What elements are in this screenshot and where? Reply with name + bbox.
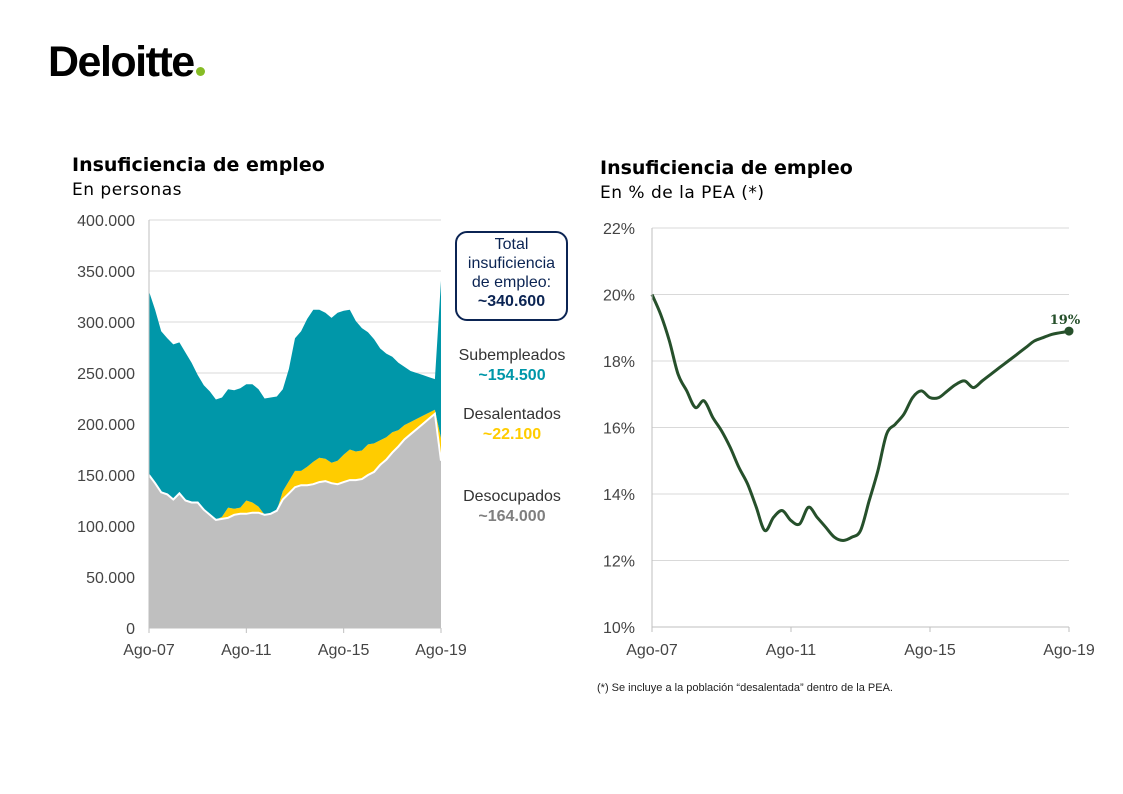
desalentados-annotation: Desalentados ~22.100 <box>442 405 582 445</box>
left-chart-areas <box>148 280 442 628</box>
left-chart-subtitle: En personas <box>72 180 182 200</box>
right-chart-title: Insuficiencia de empleo <box>600 157 853 179</box>
right-x-tick-label: Ago-11 <box>766 642 817 659</box>
desocupados-top-line <box>148 411 442 521</box>
left-y-tick-label: 400.000 <box>77 213 135 230</box>
desocupados-area <box>149 413 441 628</box>
left-y-tick-label: 50.000 <box>86 570 135 587</box>
right-y-tick-label: 16% <box>603 421 635 438</box>
right-chart-line: 19% <box>650 293 1081 542</box>
deloitte-logo: Deloitte <box>48 38 205 87</box>
right-x-tick-label: Ago-07 <box>626 642 678 659</box>
right-y-tick-label: 22% <box>603 221 635 238</box>
left-y-tick-label: 100.000 <box>77 519 135 536</box>
logo-text: Deloitte <box>48 38 195 86</box>
desocupados-annotation: Desocupados ~164.000 <box>442 487 582 527</box>
left-x-tick-label: Ago-11 <box>221 642 272 659</box>
left-x-tick-label: Ago-15 <box>318 642 370 659</box>
right-chart-axes: 10% 12% 14% 16% 18% 20% 22% Ago-07 Ago-11 Ago-15 A… <box>603 221 1095 659</box>
left-x-tick-label: Ago-19 <box>415 642 467 659</box>
pea-end-point <box>1064 326 1074 336</box>
left-y-tick-label: 150.000 <box>77 468 135 485</box>
right-x-tick-label: Ago-15 <box>904 642 956 659</box>
total-annotation-label: Total insuficiencia de empleo: <box>467 236 556 291</box>
right-y-tick-label: 20% <box>603 288 635 305</box>
left-y-tick-label: 250.000 <box>77 366 135 383</box>
subempleados-area <box>149 280 441 520</box>
desalentados-value: ~22.100 <box>482 426 542 443</box>
right-chart-subtitle: En % de la PEA (*) <box>600 183 765 203</box>
desocupados-label: Desocupados <box>463 488 561 505</box>
left-x-tick-label: Ago-07 <box>123 642 175 659</box>
total-annotation-value: ~340.600 <box>477 293 546 310</box>
right-y-tick-label: 10% <box>603 620 635 637</box>
left-y-tick-label: 350.000 <box>77 264 135 281</box>
subempleados-value: ~154.500 <box>478 367 546 384</box>
total-annotation-box: Total insuficiencia de empleo: ~340.600 <box>455 231 568 321</box>
logo-dot-icon <box>195 67 205 76</box>
left-y-tick-label: 200.000 <box>77 417 135 434</box>
right-y-tick-label: 12% <box>603 554 635 571</box>
subempleados-annotation: Subempleados ~154.500 <box>442 346 582 386</box>
left-y-tick-label: 0 <box>126 621 135 638</box>
right-y-tick-label: 18% <box>603 354 635 371</box>
pea-end-label: 19% <box>1050 313 1081 328</box>
left-chart-axes: 0 50.000 100.000 150.000 200.000 250.000 300.0… <box>77 213 467 659</box>
pea-line <box>650 293 1070 542</box>
right-chart-grid <box>652 227 1069 561</box>
desalentados-label: Desalentados <box>463 406 561 423</box>
footnote: (*) Se incluye a la población “desalenta… <box>597 682 893 694</box>
subempleados-label: Subempleados <box>458 347 566 364</box>
right-y-tick-label: 14% <box>603 487 635 504</box>
left-y-tick-label: 300.000 <box>77 315 135 332</box>
desocupados-value: ~164.000 <box>478 508 546 525</box>
left-chart-title: Insuficiencia de empleo <box>72 154 325 176</box>
right-x-tick-label: Ago-19 <box>1043 642 1095 659</box>
